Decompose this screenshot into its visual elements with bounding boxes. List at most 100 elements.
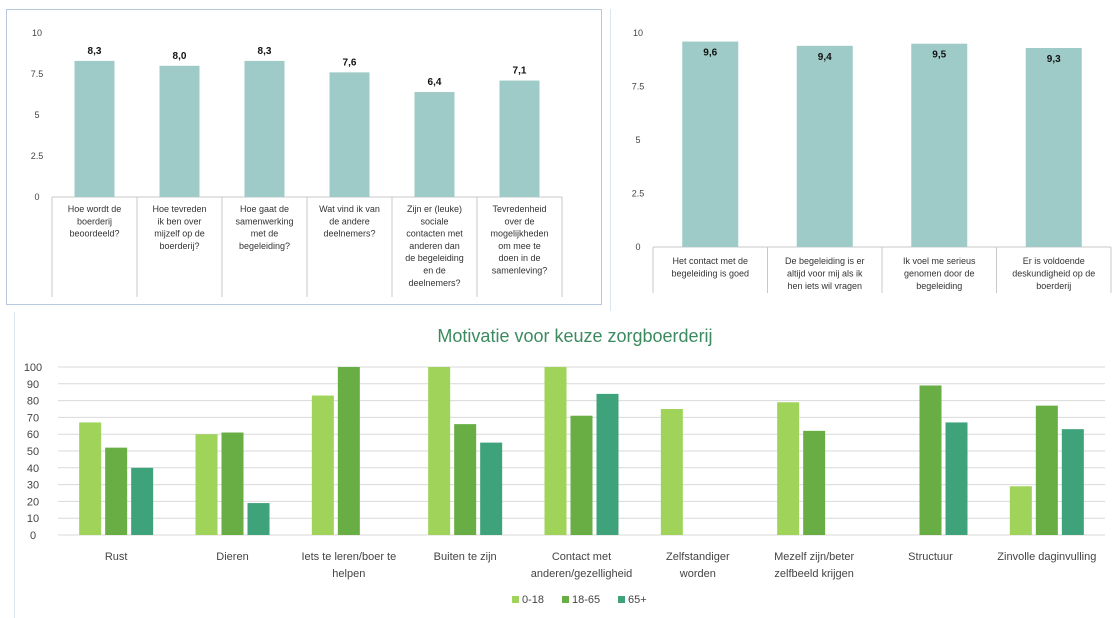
- bar-chart-satisfaction: 10 7.5 5 2.5 0 8,3 Hoe wordt de boerderij beoord…: [31, 28, 563, 297]
- category-label: anderen/gezelligheid: [531, 568, 633, 580]
- y-tick-label: 90: [27, 379, 39, 391]
- bar-65+: [131, 467, 154, 535]
- bar-0-18: [195, 434, 218, 535]
- legend-swatch: [512, 596, 519, 603]
- bar-18-65: [803, 430, 826, 535]
- bar-0-18: [311, 395, 334, 535]
- bar-65+: [945, 422, 968, 535]
- category-label: Mezelf zijn/beter: [774, 551, 854, 563]
- data-label: 8,3: [88, 46, 102, 57]
- category-label: Buiten te zijn: [434, 551, 497, 563]
- y-tick-label: 0: [34, 192, 39, 202]
- y-tick-label: 2.5: [632, 189, 645, 199]
- bar-chart-guidance: 10 7.5 5 2.5 0 9,6 Het contact met de begeleidi…: [632, 28, 1112, 293]
- y-tick-label: 7.5: [632, 82, 645, 92]
- category-label: Hoe tevreden: [152, 204, 206, 214]
- category-label: de begeleiding: [405, 253, 464, 263]
- chart-title: Motivatie voor keuze zorgboerderij: [437, 326, 712, 346]
- category-label: boerderij: [1036, 281, 1071, 291]
- y-tick-label: 10: [27, 513, 39, 525]
- bar-18-65: [1035, 405, 1058, 535]
- category-label: De begeleiding is er: [785, 256, 865, 266]
- legend-label: 0-18: [522, 594, 544, 606]
- bar: [74, 60, 115, 197]
- category-label: zelfbeeld krijgen: [774, 568, 854, 580]
- category-label: Zijn er (leuke): [407, 204, 462, 214]
- bar-0-18: [428, 367, 451, 535]
- y-tick-label: 7.5: [31, 69, 44, 79]
- category-label: Er is voldoende: [1023, 256, 1085, 266]
- bar: [682, 41, 739, 248]
- category-label: begeleiding: [916, 281, 962, 291]
- bar-65+: [247, 503, 270, 535]
- category-label: ik ben over: [157, 216, 201, 226]
- data-label: 9,6: [703, 48, 717, 59]
- category-label: deelnemers?: [408, 278, 460, 288]
- chart-panel-motivation: Motivatie voor keuze zorgboerderij 100 90 8…: [14, 312, 1120, 618]
- y-tick-label: 2.5: [31, 151, 44, 161]
- category-label: Hoe wordt de: [68, 204, 122, 214]
- category-label: begeleiding is goed: [671, 269, 749, 279]
- bar-chart-motivation: Motivatie voor keuze zorgboerderij100908…: [24, 326, 1105, 606]
- category-label: Zinvolle daginvulling: [997, 551, 1096, 563]
- category-label: mijzelf op de: [154, 229, 205, 239]
- bar-65+: [480, 442, 503, 535]
- category-label: Wat vind ik van: [319, 204, 380, 214]
- data-label: 7,1: [513, 66, 527, 77]
- bar: [329, 72, 370, 197]
- category-label: deelnemers?: [323, 229, 375, 239]
- bar: [244, 60, 285, 197]
- category-label: altijd voor mij als ik: [787, 269, 863, 279]
- bar-0-18: [660, 409, 683, 535]
- category-label: samenleving?: [492, 266, 548, 276]
- bar: [1025, 47, 1082, 248]
- category-label: Tevredenheid: [492, 204, 546, 214]
- category-label: de andere: [329, 216, 370, 226]
- category-label: mogelijkheden: [490, 229, 548, 239]
- y-tick-label: 60: [27, 429, 39, 441]
- y-tick-label: 5: [34, 110, 39, 120]
- bar-18-65: [454, 424, 477, 535]
- bar-18-65: [337, 367, 360, 535]
- y-tick-label: 70: [27, 412, 39, 424]
- category-label: begeleiding?: [239, 241, 290, 251]
- category-label: Hoe gaat de: [240, 204, 289, 214]
- category-label: Het contact met de: [672, 256, 748, 266]
- data-label: 7,6: [343, 57, 357, 68]
- legend-swatch: [618, 596, 625, 603]
- y-tick-label: 50: [27, 446, 39, 458]
- legend-label: 65+: [628, 594, 647, 606]
- y-tick-label: 10: [633, 28, 643, 38]
- category-label: Structuur: [908, 551, 953, 563]
- data-label: 8,0: [173, 51, 187, 62]
- bar: [159, 65, 200, 197]
- category-label: genomen door de: [904, 269, 975, 279]
- bar-18-65: [919, 385, 942, 535]
- bar-0-18: [544, 367, 567, 535]
- y-tick-label: 80: [27, 396, 39, 408]
- data-label: 9,3: [1047, 54, 1061, 65]
- bar-18-65: [570, 415, 593, 535]
- category-label: samenwerking: [235, 216, 293, 226]
- category-label: hen iets wil vragen: [787, 281, 862, 291]
- y-tick-label: 0: [30, 530, 36, 542]
- category-label: sociale: [420, 216, 448, 226]
- category-label: Contact met: [552, 551, 611, 563]
- y-tick-label: 100: [24, 362, 42, 374]
- category-label: boerderij?: [159, 241, 199, 251]
- bar-65+: [1061, 429, 1084, 535]
- data-label: 9,5: [932, 50, 946, 61]
- category-label: deskundigheid op de: [1012, 269, 1095, 279]
- category-label: Ik voel me serieus: [903, 256, 976, 266]
- bar-65+: [596, 393, 619, 535]
- y-tick-label: 5: [635, 135, 640, 145]
- bar-18-65: [221, 432, 244, 535]
- category-label: worden: [679, 568, 716, 580]
- bar-18-65: [105, 447, 128, 535]
- y-tick-label: 20: [27, 496, 39, 508]
- legend-label: 18-65: [572, 594, 600, 606]
- bar-0-18: [79, 422, 102, 535]
- data-label: 9,4: [818, 52, 832, 63]
- category-label: om mee te: [498, 241, 541, 251]
- legend-swatch: [562, 596, 569, 603]
